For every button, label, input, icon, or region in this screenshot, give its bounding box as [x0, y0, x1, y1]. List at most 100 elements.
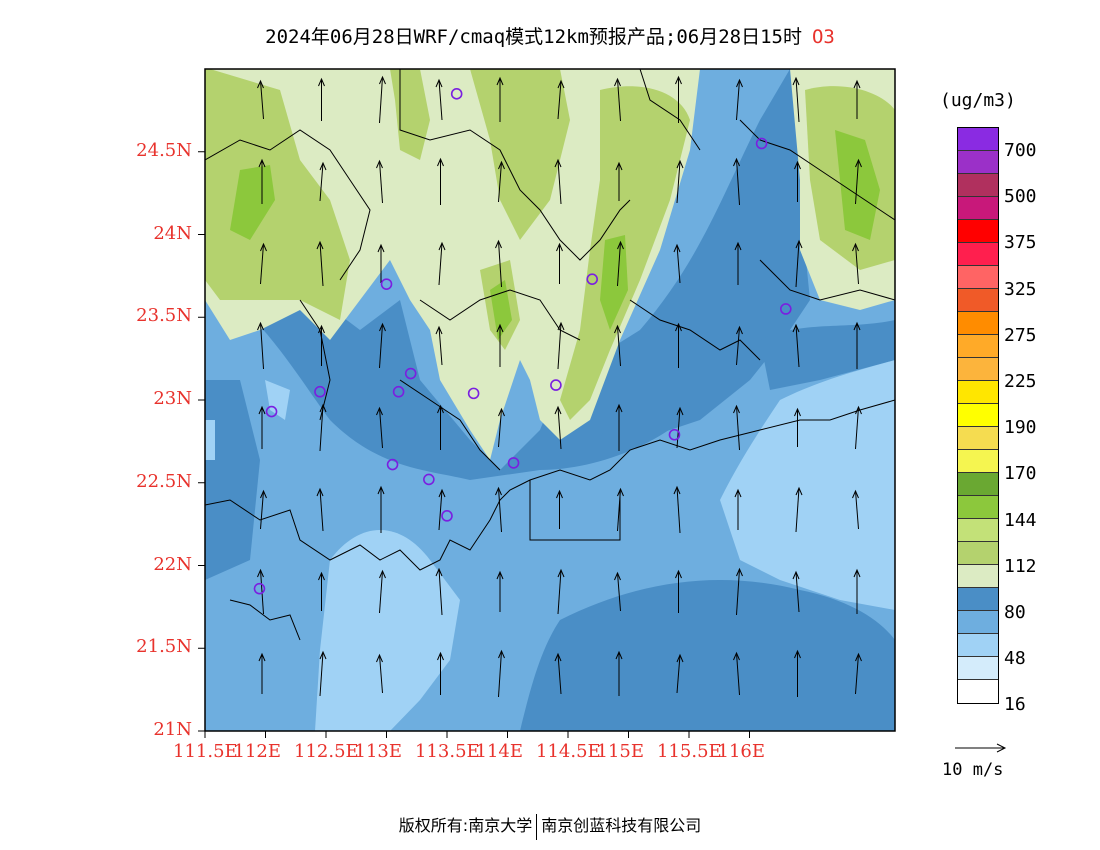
wind-arrow	[794, 649, 801, 697]
station-marker	[253, 582, 266, 595]
colorbar	[957, 127, 999, 704]
colorbar-cell	[958, 220, 998, 243]
colorbar-cell	[958, 427, 998, 450]
wind-arrow	[316, 240, 324, 287]
wind-arrow	[257, 321, 264, 370]
colorbar-cell	[958, 657, 998, 680]
lon-label: 114.5E	[536, 741, 601, 762]
wind-arrow	[260, 242, 267, 285]
colorbar-label: 16	[1004, 694, 1026, 716]
wind-arrow	[554, 405, 562, 450]
wind-arrow	[557, 79, 565, 120]
wind-arrow	[258, 652, 266, 694]
colorbar-cell	[958, 519, 998, 542]
colorbar-label: 325	[1004, 278, 1037, 300]
wind-arrow	[852, 242, 859, 285]
lon-label: 112E	[233, 741, 282, 762]
colorbar-label: 48	[1004, 648, 1026, 670]
wind-arrow	[736, 567, 743, 616]
wind-arrow	[673, 485, 681, 534]
wind-arrow	[379, 322, 386, 369]
title-text: 2024年06月28日WRF/cmaq模式12km预报产品;06月28日15时	[265, 26, 802, 48]
wind-arrow	[258, 158, 266, 204]
map-title: 2024年06月28日WRF/cmaq模式12km预报产品;06月28日15时 O…	[0, 22, 1100, 49]
colorbar-cell	[958, 634, 998, 657]
wind-arrow	[617, 487, 624, 532]
wind-arrow	[855, 405, 862, 450]
wind-arrow	[257, 568, 264, 615]
station-marker	[392, 385, 405, 398]
wind-arrow	[498, 160, 505, 203]
wind-arrow	[495, 486, 502, 533]
colorbar-cell	[958, 496, 998, 519]
station-marker	[550, 379, 562, 391]
colorbar-label: 225	[1004, 371, 1037, 392]
wind-arrow	[792, 570, 800, 613]
wind-arrow	[853, 79, 861, 119]
lon-label: 115E	[596, 741, 645, 762]
wind-arrow	[437, 157, 444, 205]
colorbar-cell	[958, 473, 998, 496]
wind-arrow	[853, 321, 861, 369]
station-marker	[755, 137, 768, 150]
wind-arrow	[376, 159, 383, 204]
wind-arrow	[796, 735, 802, 777]
station-marker	[586, 273, 599, 285]
wind-arrow	[377, 485, 385, 533]
wind-arrow	[438, 488, 446, 531]
wind-arrow	[556, 489, 563, 529]
wind-arrow	[617, 240, 624, 287]
colorbar-cell	[958, 197, 998, 220]
copyright: 版权所有:南京大学 南京创蓝科技有限公司	[0, 812, 1100, 840]
wind-arrow	[258, 405, 266, 449]
wind-arrow	[853, 733, 859, 779]
colorbar-cell	[958, 335, 998, 358]
wind-arrow	[496, 76, 504, 122]
lat-label: 24.5N	[136, 139, 192, 161]
wind-arrow	[319, 161, 327, 202]
wind-arrow	[257, 79, 264, 120]
colorbar-label: 275	[1004, 324, 1037, 346]
colorbar-cell	[958, 243, 998, 266]
colorbar-label: 112	[1004, 555, 1037, 577]
lon-label: 116E	[717, 741, 766, 762]
wind-arrow	[319, 650, 327, 697]
wind-vectors	[257, 75, 862, 779]
lat-label: 23N	[153, 388, 192, 409]
colorbar-label: 375	[1004, 232, 1037, 254]
wind-arrow	[733, 157, 740, 206]
colorbar-cell	[958, 450, 998, 473]
lon-label: 114E	[475, 741, 524, 762]
colorbar-label: 144	[1004, 509, 1037, 531]
wind-arrow	[496, 323, 504, 367]
wind-arrow	[498, 407, 505, 448]
lat-label: 22N	[153, 553, 192, 575]
station-marker	[467, 387, 480, 400]
wind-arrow	[615, 403, 623, 451]
colorbar-label: 500	[1004, 186, 1037, 208]
wind-arrow	[792, 323, 800, 368]
station-marker	[779, 303, 792, 315]
station-marker	[314, 385, 326, 398]
station-marker	[450, 88, 463, 100]
wind-arrow	[733, 651, 740, 696]
wind-arrow	[795, 486, 803, 533]
colorbar-cell	[958, 565, 998, 588]
wind-arrow	[318, 77, 325, 121]
wind-arrow	[437, 404, 444, 450]
colorbar-cell	[958, 680, 998, 703]
wind-arrow	[675, 569, 682, 613]
wind-arrow	[554, 652, 562, 695]
wind-arrow	[615, 161, 623, 201]
colorbar-cell	[958, 404, 998, 427]
wind-reference-arrow	[955, 743, 1007, 753]
wind-arrow	[379, 75, 386, 124]
wind-arrow	[377, 243, 385, 283]
wind-arrow	[495, 239, 502, 288]
wind-arrow	[435, 325, 443, 366]
station-marker	[668, 428, 681, 441]
wind-arrow	[795, 239, 803, 288]
colorbar-label: 190	[1004, 417, 1037, 439]
wind-arrow	[557, 321, 565, 370]
